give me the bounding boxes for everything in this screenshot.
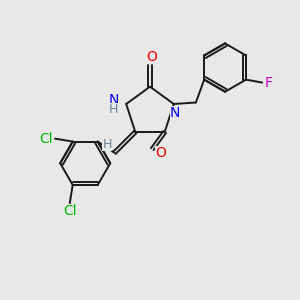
Text: Cl: Cl xyxy=(63,204,76,218)
Text: H: H xyxy=(109,103,119,116)
Text: H: H xyxy=(102,138,112,151)
Text: N: N xyxy=(170,106,181,120)
Text: O: O xyxy=(155,146,166,160)
Text: F: F xyxy=(265,76,273,90)
Text: Cl: Cl xyxy=(39,132,53,145)
Text: N: N xyxy=(109,93,119,106)
Text: O: O xyxy=(146,50,157,64)
